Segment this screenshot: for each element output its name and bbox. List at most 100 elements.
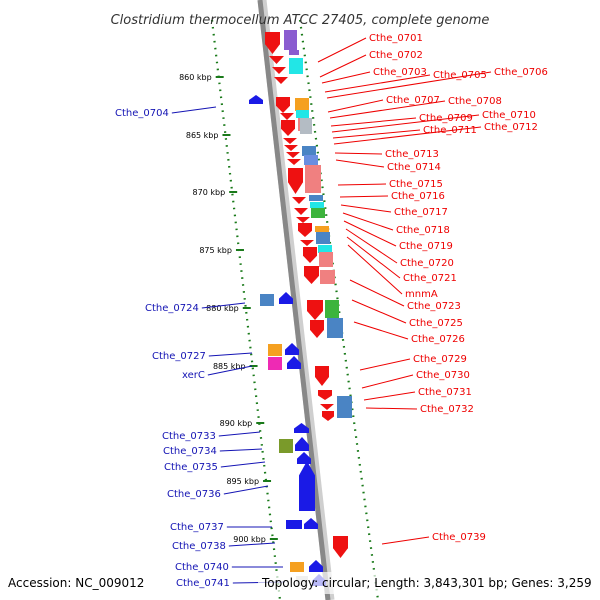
gene-label-cthe-0725[interactable]: Cthe_0725 [409, 318, 463, 329]
cog-box[interactable] [309, 195, 323, 201]
forward-gene-arrow[interactable] [303, 247, 317, 263]
reverse-gene-arrow[interactable] [294, 423, 309, 433]
cog-box[interactable] [268, 357, 282, 370]
gene-label-cthe-0737[interactable]: Cthe_0737 [170, 522, 224, 533]
gene-label-cthe-0714[interactable]: Cthe_0714 [387, 162, 441, 173]
gene-label-cthe-0730[interactable]: Cthe_0730 [416, 370, 470, 381]
forward-gene-arrow[interactable] [294, 208, 308, 215]
cog-box[interactable] [310, 202, 324, 208]
reverse-gene-arrow[interactable] [285, 343, 299, 355]
reverse-gene-arrow[interactable] [287, 356, 301, 369]
forward-gene-arrow[interactable] [283, 138, 297, 144]
gene-label-cthe-0705[interactable]: Cthe_0705 [433, 70, 487, 81]
reverse-gene-arrow[interactable] [297, 452, 311, 464]
cog-box[interactable] [325, 300, 339, 318]
gene-label-cthe-0712[interactable]: Cthe_0712 [484, 122, 538, 133]
reverse-gene-arrow[interactable] [249, 95, 263, 104]
cog-box[interactable] [284, 30, 297, 50]
forward-gene-arrow[interactable] [296, 217, 310, 223]
forward-gene-arrow[interactable] [315, 366, 329, 386]
gene-label-cthe-0738[interactable]: Cthe_0738 [172, 541, 226, 552]
forward-gene-arrow[interactable] [318, 390, 332, 400]
forward-gene-arrow[interactable] [280, 113, 294, 120]
gene-label-cthe-0717[interactable]: Cthe_0717 [394, 207, 448, 218]
gene-label-cthe-0720[interactable]: Cthe_0720 [400, 258, 454, 269]
cog-box[interactable] [268, 344, 282, 356]
gene-label-cthe-0710[interactable]: Cthe_0710 [482, 110, 536, 121]
forward-gene-arrow[interactable] [272, 67, 286, 74]
gene-label-cthe-0708[interactable]: Cthe_0708 [448, 96, 502, 107]
gene-label-cthe-0724[interactable]: Cthe_0724 [145, 303, 199, 314]
gene-label-cthe-0711[interactable]: Cthe_0711 [423, 125, 477, 136]
cog-box[interactable] [302, 146, 316, 156]
gene-label-cthe-0741[interactable]: Cthe_0741 [176, 578, 230, 589]
reverse-gene-arrow[interactable] [299, 461, 315, 511]
cog-box[interactable] [296, 110, 309, 118]
gene-label-cthe-0733[interactable]: Cthe_0733 [162, 431, 216, 442]
cog-box[interactable] [304, 155, 318, 165]
forward-gene-arrow[interactable] [307, 300, 323, 320]
cog-box[interactable] [319, 252, 333, 267]
forward-gene-arrow[interactable] [286, 152, 300, 158]
forward-gene-arrow[interactable] [322, 411, 334, 421]
forward-gene-arrow[interactable] [300, 240, 314, 246]
gene-label-cthe-0729[interactable]: Cthe_0729 [413, 354, 467, 365]
cog-box[interactable] [305, 165, 321, 193]
gene-label-cthe-0739[interactable]: Cthe_0739 [432, 532, 486, 543]
gene-label-cthe-0734[interactable]: Cthe_0734 [163, 446, 217, 457]
cog-box[interactable] [320, 270, 335, 284]
reverse-gene-box[interactable] [286, 520, 302, 529]
gene-label-cthe-0721[interactable]: Cthe_0721 [403, 273, 457, 284]
cog-box[interactable] [311, 208, 325, 218]
gene-label-xerc[interactable]: xerC [182, 370, 205, 381]
cog-box[interactable] [327, 318, 343, 338]
forward-gene-arrow[interactable] [333, 536, 348, 558]
forward-gene-arrow[interactable] [292, 197, 306, 204]
gene-label-mnma[interactable]: mnmA [405, 289, 438, 300]
forward-gene-arrow[interactable] [288, 168, 303, 194]
gene-label-cthe-0716[interactable]: Cthe_0716 [391, 191, 445, 202]
cog-box[interactable] [279, 439, 293, 453]
gene-label-cthe-0731[interactable]: Cthe_0731 [418, 387, 472, 398]
forward-gene-arrow[interactable] [298, 223, 312, 237]
gene-label-cthe-0732[interactable]: Cthe_0732 [420, 404, 474, 415]
cog-box[interactable] [315, 226, 329, 232]
forward-gene-arrow[interactable] [304, 266, 319, 284]
forward-gene-arrow[interactable] [265, 32, 280, 54]
gene-label-cthe-0726[interactable]: Cthe_0726 [411, 334, 465, 345]
gene-label-cthe-0719[interactable]: Cthe_0719 [399, 241, 453, 252]
gene-label-cthe-0703[interactable]: Cthe_0703 [373, 67, 427, 78]
cog-box[interactable] [300, 118, 312, 134]
forward-gene-arrow[interactable] [310, 320, 324, 338]
cog-box[interactable] [260, 294, 274, 306]
reverse-gene-arrow[interactable] [309, 560, 323, 572]
cog-box[interactable] [290, 562, 304, 572]
forward-gene-arrow[interactable] [269, 56, 284, 64]
gene-label-cthe-0704[interactable]: Cthe_0704 [115, 108, 169, 119]
forward-gene-arrow[interactable] [276, 97, 290, 113]
gene-label-cthe-0707[interactable]: Cthe_0707 [386, 95, 440, 106]
gene-label-cthe-0706[interactable]: Cthe_0706 [494, 67, 548, 78]
gene-label-cthe-0727[interactable]: Cthe_0727 [152, 351, 206, 362]
forward-gene-arrow[interactable] [320, 404, 334, 410]
reverse-gene-arrow[interactable] [304, 518, 318, 529]
reverse-gene-arrow[interactable] [295, 437, 309, 451]
cog-box[interactable] [316, 232, 330, 244]
forward-gene-arrow[interactable] [274, 77, 288, 84]
gene-label-cthe-0702[interactable]: Cthe_0702 [369, 50, 423, 61]
gene-label-cthe-0740[interactable]: Cthe_0740 [175, 562, 229, 573]
gene-label-cthe-0709[interactable]: Cthe_0709 [419, 113, 473, 124]
forward-gene-arrow[interactable] [287, 159, 301, 165]
gene-label-cthe-0713[interactable]: Cthe_0713 [385, 149, 439, 160]
gene-label-cthe-0735[interactable]: Cthe_0735 [164, 462, 218, 473]
gene-label-cthe-0723[interactable]: Cthe_0723 [407, 301, 461, 312]
forward-gene-arrow[interactable] [284, 145, 298, 151]
gene-label-cthe-0736[interactable]: Cthe_0736 [167, 489, 221, 500]
cog-box[interactable] [289, 50, 299, 55]
forward-gene-arrow[interactable] [281, 120, 295, 136]
cog-box[interactable] [295, 98, 309, 111]
gene-label-cthe-0701[interactable]: Cthe_0701 [369, 33, 423, 44]
gene-label-cthe-0715[interactable]: Cthe_0715 [389, 179, 443, 190]
cog-box[interactable] [318, 245, 332, 253]
reverse-gene-arrow[interactable] [279, 292, 293, 304]
